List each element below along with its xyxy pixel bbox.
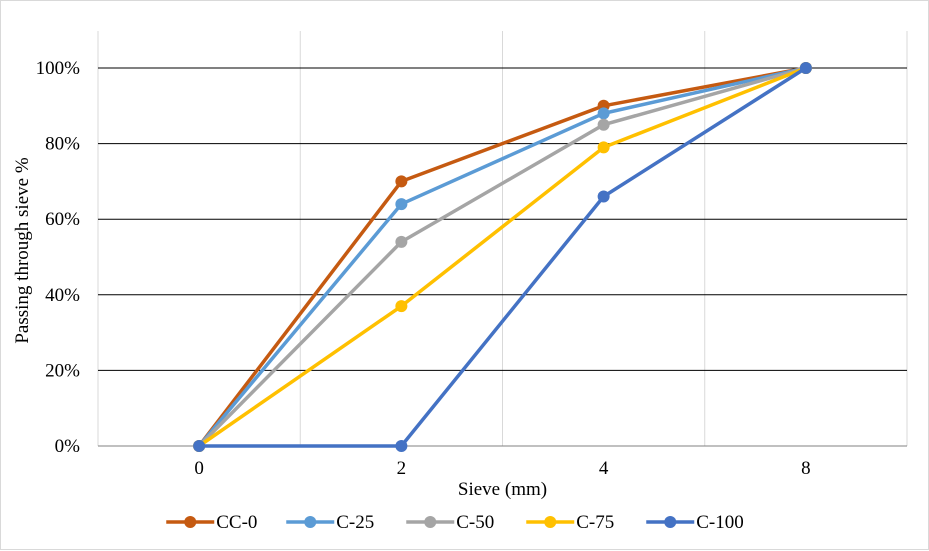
- series-line: [198, 66, 807, 448]
- data-point: [597, 190, 610, 203]
- x-tick-label: 4: [599, 458, 609, 479]
- legend-label: C-100: [696, 512, 744, 533]
- x-tick-label: 0: [194, 458, 204, 479]
- x-tick-label: 2: [397, 458, 407, 479]
- legend: CC-0 C-25 C-50 C-75 C-100: [166, 512, 744, 533]
- data-point: [799, 62, 812, 74]
- data-point: [395, 235, 408, 248]
- series-layer: [193, 62, 812, 452]
- legend-label: CC-0: [216, 512, 257, 533]
- legend-swatch-marker: [304, 516, 317, 528]
- legend-label: C-25: [336, 512, 374, 533]
- data-point: [597, 118, 610, 131]
- x-tick-label: 8: [801, 458, 811, 479]
- data-point: [395, 198, 408, 211]
- legend-item-c-100: C-100: [646, 512, 744, 533]
- legend-swatch-marker: [664, 516, 677, 528]
- y-tick-label: 20%: [45, 360, 80, 381]
- data-point: [597, 141, 610, 154]
- legend-swatch-marker: [424, 516, 437, 528]
- legend-item-c-25: C-25: [286, 512, 374, 533]
- y-tick-label: 0%: [55, 436, 81, 457]
- legend-item-c-50: C-50: [406, 512, 494, 533]
- grid-layer: [97, 31, 908, 447]
- data-point: [193, 440, 206, 452]
- legend-item-cc-0: CC-0: [166, 512, 257, 533]
- y-tick-label: 40%: [45, 285, 80, 306]
- y-axis-ticks: 0% 20% 40% 60% 80% 100%: [36, 58, 81, 457]
- legend-swatch-marker: [544, 516, 557, 528]
- y-tick-label: 80%: [45, 134, 80, 155]
- legend-label: C-75: [576, 512, 614, 533]
- series-line: [197, 66, 807, 448]
- data-point: [395, 440, 408, 452]
- legend-swatch-marker: [184, 516, 197, 528]
- y-axis-title: Passing through sieve %: [12, 157, 33, 343]
- data-point: [395, 175, 408, 188]
- legend-label: C-50: [456, 512, 494, 533]
- series-line: [197, 66, 807, 448]
- x-axis-ticks: 0 2 4 8: [194, 458, 810, 479]
- x-axis-title: Sieve (mm): [458, 479, 547, 500]
- series-line: [197, 66, 807, 448]
- y-tick-label: 100%: [36, 58, 81, 79]
- series-line: [199, 66, 807, 448]
- legend-item-c-75: C-75: [526, 512, 614, 533]
- data-point: [395, 300, 408, 313]
- data-point: [597, 107, 610, 120]
- series-c-100: [193, 62, 812, 452]
- y-tick-label: 60%: [45, 209, 80, 230]
